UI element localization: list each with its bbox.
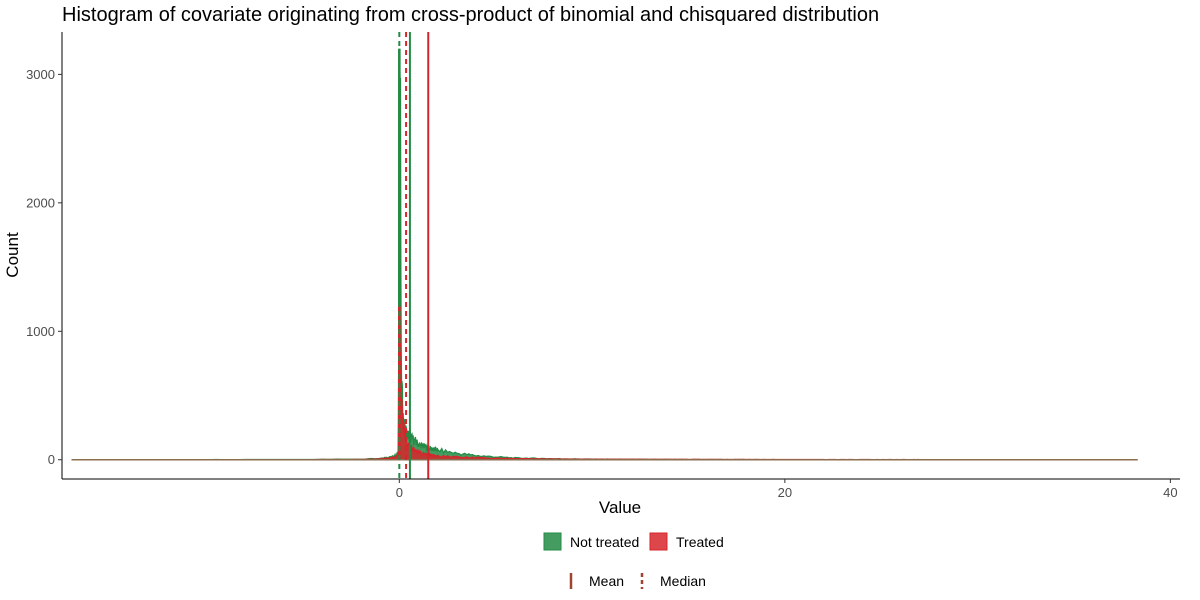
y-axis-ticks: 0 1000 2000 3000 <box>26 67 62 467</box>
histogram-series-treated <box>71 305 1138 461</box>
linetype-legend: Mean Median <box>569 573 706 589</box>
x-tick-label: 40 <box>1163 485 1177 500</box>
histogram-area-not-treated <box>71 48 1138 461</box>
histogram-area-treated <box>71 305 1138 461</box>
legend-swatch-not-treated <box>543 532 562 551</box>
x-tick-label: 0 <box>396 485 403 500</box>
y-tick-label: 0 <box>48 452 55 467</box>
legend-label-mean: Mean <box>589 573 624 589</box>
plot-area <box>71 32 1138 479</box>
x-axis-ticks: 0 20 40 <box>396 479 1178 500</box>
chart-title: Histogram of covariate originating from … <box>62 4 879 26</box>
histogram-peak-bar-not-treated <box>398 48 401 460</box>
y-tick-label: 1000 <box>26 324 55 339</box>
legend-swatch-treated <box>649 532 668 551</box>
histogram-peak-bar-treated <box>398 305 401 460</box>
fill-legend: Not treated Treated <box>543 532 724 551</box>
y-axis-title: Count <box>3 232 22 278</box>
x-axis-title: Value <box>599 498 641 517</box>
legend-label-treated: Treated <box>676 534 724 550</box>
legend-label-not-treated: Not treated <box>570 534 639 550</box>
y-tick-label: 2000 <box>26 195 55 210</box>
x-tick-label: 20 <box>778 485 792 500</box>
y-tick-label: 3000 <box>26 67 55 82</box>
histogram-series-not-treated <box>71 48 1138 461</box>
legend-label-median: Median <box>660 573 706 589</box>
